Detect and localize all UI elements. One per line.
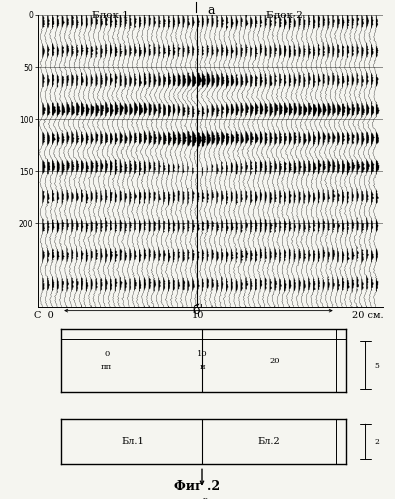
Text: б': б' [192, 304, 203, 317]
Text: С  0: С 0 [34, 311, 53, 320]
Text: Блок 1: Блок 1 [92, 11, 129, 20]
Text: Бл.2: Бл.2 [258, 437, 280, 446]
Text: 0: 0 [104, 350, 109, 358]
Text: 20 см.: 20 см. [352, 311, 383, 320]
Text: к.: к. [203, 497, 210, 499]
Text: 10: 10 [197, 350, 207, 358]
Text: Блок 2: Блок 2 [266, 11, 303, 20]
Text: 10: 10 [192, 311, 205, 320]
Text: пп: пп [101, 363, 112, 371]
Text: Фиг .2: Фиг .2 [175, 480, 220, 493]
Text: а: а [208, 4, 215, 17]
Text: 5: 5 [374, 361, 379, 370]
Text: Бл.1: Бл.1 [121, 437, 144, 446]
Text: 2: 2 [374, 438, 379, 446]
Text: н: н [199, 363, 205, 371]
Text: 20: 20 [269, 356, 280, 365]
